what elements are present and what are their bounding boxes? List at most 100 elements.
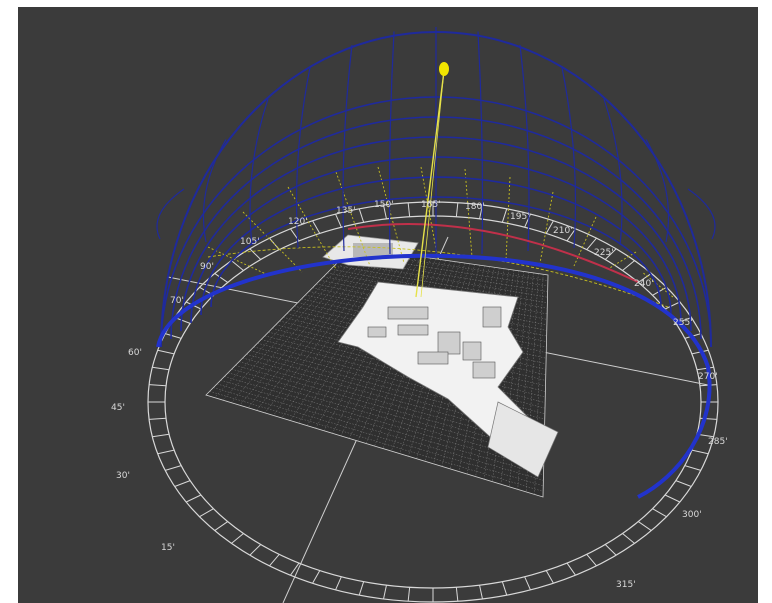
azimuth-label: 45' — [111, 403, 125, 413]
sun-path-meridian — [519, 44, 530, 252]
grid-line — [272, 328, 546, 398]
projection-line — [377, 166, 405, 264]
azimuth-label: 105' — [240, 237, 260, 247]
compass-tick — [501, 581, 508, 596]
compass-tick — [214, 273, 228, 283]
sun-path-meridian — [388, 31, 395, 255]
compass-tick — [684, 465, 701, 471]
compass-tick — [604, 248, 617, 260]
sun-ray — [415, 70, 445, 298]
azimuth-label: 60' — [128, 348, 142, 358]
azimuth-labels-near: 60' 45' 30' 15' 285' 300' 315' — [111, 348, 728, 590]
compass-tick — [383, 204, 387, 219]
compass-ticks — [148, 202, 718, 602]
sun-icon — [439, 62, 449, 76]
3d-viewport[interactable]: 90' 105' 120' 135' 150' 165' 180' 195' 2… — [18, 7, 758, 603]
compass-tick — [269, 554, 280, 567]
projection-line — [335, 171, 371, 267]
projection-arc — [207, 246, 669, 308]
grid-line — [222, 248, 363, 401]
sun-path-meridian — [687, 188, 716, 240]
projection-line — [641, 271, 674, 298]
compass-tick — [152, 366, 170, 371]
azimuth-label: 300' — [682, 510, 702, 520]
compass-tick — [566, 228, 576, 242]
compass-tick — [638, 521, 652, 531]
compass-tick — [335, 576, 342, 591]
compass-tick — [455, 202, 459, 217]
compass-tick — [652, 508, 667, 518]
grid-line — [224, 376, 544, 470]
compass-tick — [604, 544, 617, 556]
compass-tick — [165, 465, 182, 471]
compass-tick — [407, 202, 411, 217]
compass-tick — [566, 562, 576, 576]
compass-tick — [157, 349, 175, 355]
compass-tick — [290, 562, 300, 576]
grid-line — [475, 269, 510, 477]
compass-tick — [249, 248, 262, 260]
azimuth-label: 135' — [336, 206, 356, 216]
compass-tick — [622, 260, 635, 271]
azimuth-label: 150' — [374, 200, 394, 210]
projection-line — [464, 168, 473, 258]
compass-tick — [231, 533, 244, 544]
compass-tick — [524, 213, 531, 228]
compass-tick — [335, 213, 342, 228]
azimuth-label: 165' — [421, 200, 441, 210]
compass-tick — [455, 587, 459, 602]
compass-tick — [664, 494, 681, 503]
compass-tick — [249, 544, 262, 556]
sun-path-meridian — [249, 98, 269, 246]
azimuth-label: 270' — [698, 372, 718, 382]
projection-line — [287, 186, 337, 270]
sun-projection-lines — [207, 166, 674, 308]
azimuth-label: 30' — [116, 471, 130, 481]
grid-line — [256, 251, 383, 411]
sun-path-meridian — [603, 98, 623, 246]
compass-tick — [214, 521, 228, 531]
azimuth-label: 120' — [288, 217, 308, 227]
sun-path-diagram[interactable]: 90' 105' 120' 135' 150' 165' 180' 195' 2… — [18, 7, 758, 603]
compass-tick — [174, 480, 191, 487]
compass-tick — [358, 581, 365, 596]
compass-tick — [675, 480, 692, 487]
grid-line — [273, 252, 393, 416]
grid-line — [242, 357, 545, 442]
azimuth-label: 285' — [708, 437, 728, 447]
grid-line — [246, 354, 545, 437]
azimuth-label: 195' — [510, 212, 530, 222]
grid-line — [209, 391, 544, 492]
compass-tick — [407, 587, 411, 602]
grid-line — [213, 387, 544, 487]
compass-tick — [358, 208, 365, 223]
compass-tick — [524, 576, 531, 591]
compass-tick — [545, 570, 554, 584]
compass-tick — [501, 208, 508, 223]
projection-line — [607, 251, 637, 270]
azimuth-labels-far: 90' 105' 120' 135' 150' 165' 180' 195' 2… — [170, 200, 718, 382]
azimuth-label: 90' — [200, 262, 214, 272]
grid-line — [338, 261, 548, 298]
grid-line — [281, 253, 398, 419]
compass-tick — [586, 237, 597, 250]
sun-path-outer-arc — [160, 31, 712, 348]
sun-ray-2 — [420, 70, 445, 298]
grid-line — [264, 251, 388, 413]
azimuth-label: 210' — [553, 226, 573, 236]
compass-tick — [152, 433, 170, 438]
building-model — [322, 234, 559, 478]
compass-tick — [149, 417, 167, 420]
projection-line — [505, 176, 511, 261]
compass-tick — [586, 554, 597, 567]
compass-tick — [383, 585, 387, 600]
azimuth-label: 315' — [616, 580, 636, 590]
compass-tick — [312, 220, 321, 234]
compass-tick — [185, 494, 202, 503]
compass-tick — [165, 333, 182, 339]
compass-tick — [312, 570, 321, 584]
sun-path-meridian — [295, 67, 311, 249]
projection-line — [207, 246, 269, 276]
sun-path-meridian — [477, 31, 484, 255]
compass-tick — [149, 384, 167, 387]
